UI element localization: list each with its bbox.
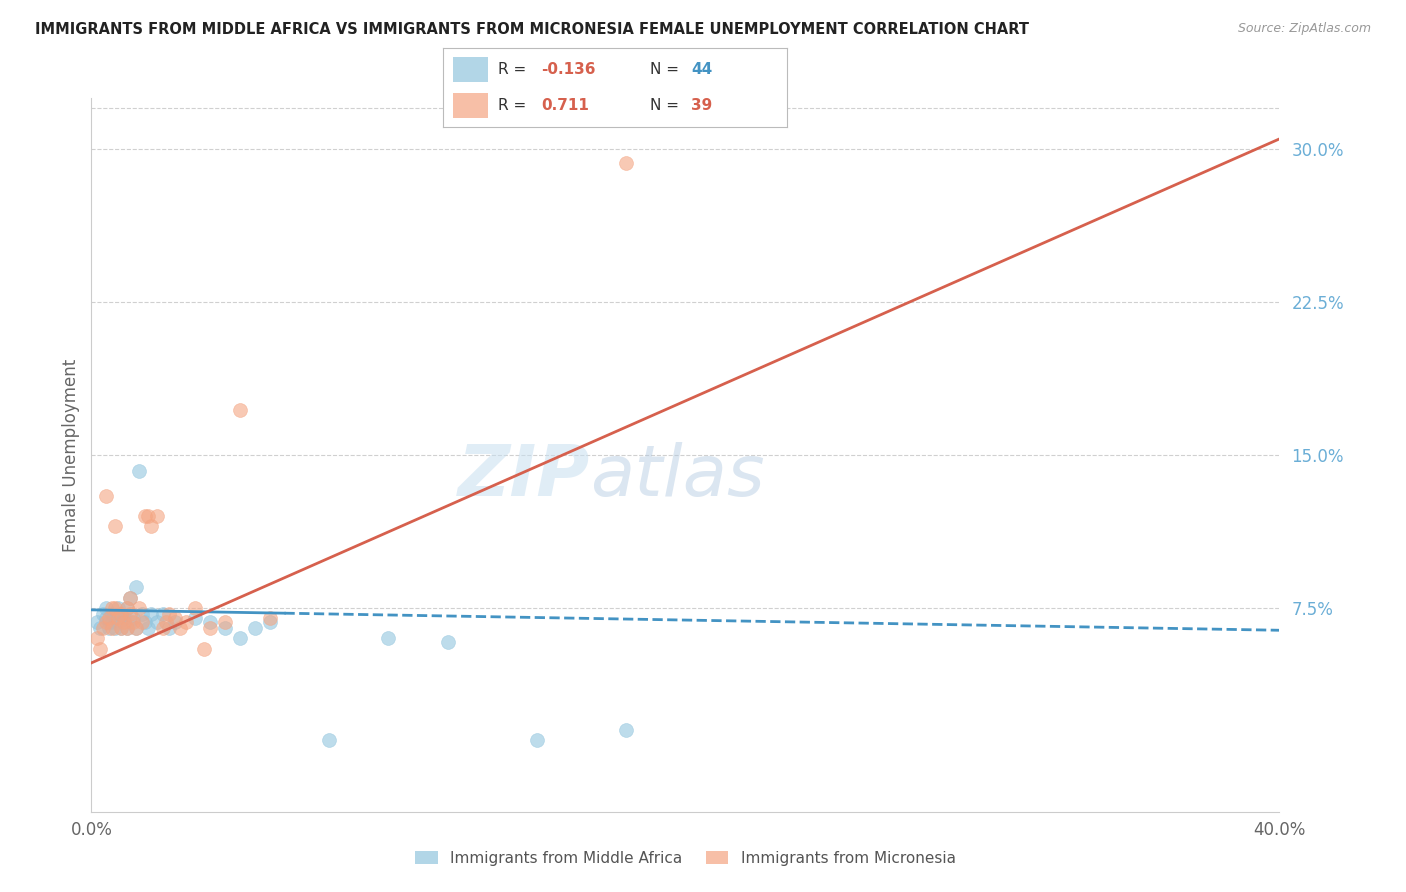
Point [136,621,159,635]
Point [110,607,132,621]
Point [112,611,135,625]
Point [134,615,156,629]
Point [110,607,132,621]
Point [128,464,150,478]
Point [98,621,121,635]
Point [86,632,108,646]
Point [110,621,132,635]
Point [107,611,129,625]
Point [89,621,111,635]
Point [122,615,145,629]
Point [152,621,174,635]
Point [157,607,180,621]
Point [163,615,186,629]
Point [91,607,114,621]
Bar [453,57,488,82]
Point [91,621,114,635]
Point [101,607,124,621]
Point [89,641,111,656]
Point [614,723,637,738]
Point [214,615,236,629]
Point [112,615,135,629]
Point [101,621,124,635]
Point [139,607,162,621]
Point [214,621,236,635]
Point [318,733,340,747]
Point [125,621,148,635]
Point [259,615,281,629]
Y-axis label: Female Unemployment: Female Unemployment [62,359,80,551]
Point [377,632,399,646]
Point [104,621,127,635]
Point [110,621,132,635]
Point [125,581,148,595]
Point [107,615,129,629]
Point [136,509,159,524]
Text: ZIP: ZIP [458,442,591,511]
Point [118,607,141,621]
Point [115,600,138,615]
Point [96,600,118,615]
Point [200,615,222,629]
Point [104,519,127,533]
Point [176,615,198,629]
Point [104,611,127,625]
Bar [453,93,488,118]
Point [259,611,281,625]
Legend: Immigrants from Middle Africa, Immigrants from Micronesia: Immigrants from Middle Africa, Immigrant… [409,845,962,871]
Point [134,509,156,524]
Point [131,615,153,629]
Point [115,621,138,635]
Point [145,509,167,524]
Point [128,600,150,615]
Point [115,621,138,635]
Point [96,615,118,629]
Point [131,607,153,621]
Text: 44: 44 [690,62,713,77]
Point [122,611,145,625]
Point [614,156,637,170]
Point [163,611,186,625]
Text: IMMIGRANTS FROM MIDDLE AFRICA VS IMMIGRANTS FROM MICRONESIA FEMALE UNEMPLOYMENT : IMMIGRANTS FROM MIDDLE AFRICA VS IMMIGRA… [35,22,1029,37]
Point [139,519,162,533]
Point [155,615,177,629]
Text: N =: N = [650,98,683,113]
Point [152,607,174,621]
Point [101,615,124,629]
Point [98,611,121,625]
Point [104,600,127,615]
Point [107,600,129,615]
Text: -0.136: -0.136 [541,62,596,77]
Point [229,632,252,646]
Text: 39: 39 [690,98,713,113]
Point [184,600,207,615]
Point [243,621,266,635]
Point [436,635,458,649]
Text: R =: R = [498,62,531,77]
Point [145,615,167,629]
Point [118,591,141,605]
Point [118,615,141,629]
Point [98,615,121,629]
Text: Source: ZipAtlas.com: Source: ZipAtlas.com [1237,22,1371,36]
Point [96,611,118,625]
Point [112,615,135,629]
Point [169,621,191,635]
Point [193,641,215,656]
Point [96,489,118,503]
Point [200,621,222,635]
Text: 0.711: 0.711 [541,98,589,113]
Point [157,621,180,635]
Point [184,611,207,625]
Text: N =: N = [650,62,683,77]
Point [118,591,141,605]
Point [526,733,548,747]
Point [125,621,148,635]
Point [101,600,124,615]
Point [229,403,252,417]
Point [115,600,138,615]
Text: atlas: atlas [591,442,765,511]
Text: R =: R = [498,98,536,113]
Point [86,615,108,629]
